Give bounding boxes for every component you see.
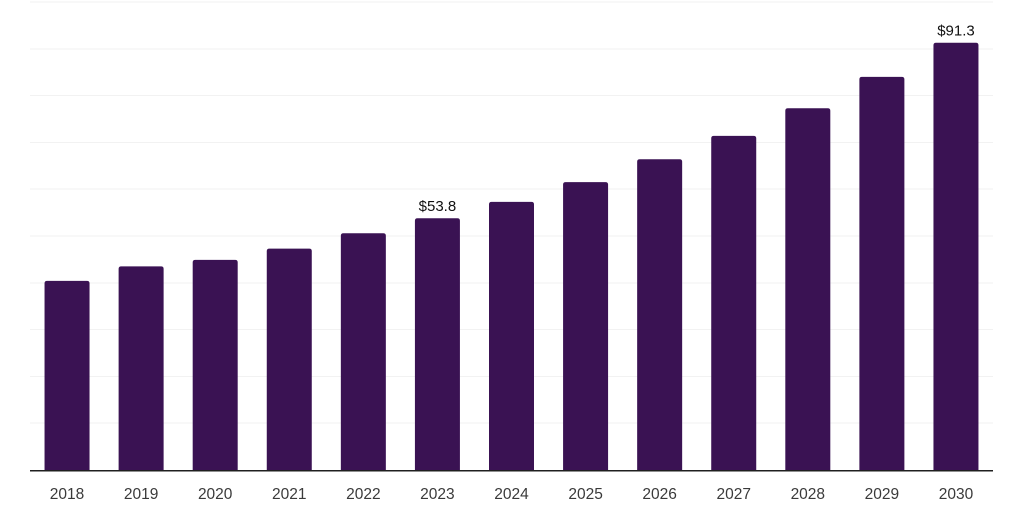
bar-2028 bbox=[785, 108, 831, 471]
x-tick-label-2029: 2029 bbox=[865, 486, 899, 503]
x-tick-label-2027: 2027 bbox=[716, 486, 750, 503]
x-tick-labels-group: 2018 2019 2020 2021 2022 2023 2024 2025 2026 2027… bbox=[50, 486, 974, 503]
bar-2024 bbox=[489, 201, 534, 470]
data-label-2030: $91.3 bbox=[937, 23, 975, 40]
bar-2027 bbox=[711, 135, 757, 470]
x-tick-label-2025: 2025 bbox=[568, 486, 602, 503]
bar-2026 bbox=[637, 159, 683, 471]
x-tick-label-2021: 2021 bbox=[272, 486, 306, 503]
x-tick-label-2019: 2019 bbox=[124, 486, 158, 503]
bar-2023 bbox=[414, 218, 460, 470]
bar-2030 bbox=[933, 42, 979, 470]
bar-2020 bbox=[192, 259, 238, 470]
bar-2022 bbox=[340, 233, 386, 470]
bar-2025 bbox=[563, 182, 609, 470]
x-tick-label-2026: 2026 bbox=[642, 486, 676, 503]
x-tick-label-2020: 2020 bbox=[198, 486, 233, 503]
bars-group bbox=[44, 42, 979, 471]
bar-2029 bbox=[859, 76, 905, 470]
x-tick-label-2028: 2028 bbox=[791, 486, 825, 503]
x-tick-label-2023: 2023 bbox=[420, 486, 454, 503]
x-tick-label-2022: 2022 bbox=[346, 486, 380, 503]
x-tick-label-2018: 2018 bbox=[50, 486, 84, 503]
x-tick-label-2030: 2030 bbox=[939, 486, 974, 503]
data-label-2023: $53.8 bbox=[419, 198, 457, 215]
bar-2018 bbox=[44, 280, 90, 470]
data-labels-group: $53.8 $91.3 bbox=[419, 23, 975, 216]
bar-2021 bbox=[266, 248, 312, 470]
x-tick-label-2024: 2024 bbox=[494, 486, 529, 503]
bar-2019 bbox=[118, 266, 164, 470]
